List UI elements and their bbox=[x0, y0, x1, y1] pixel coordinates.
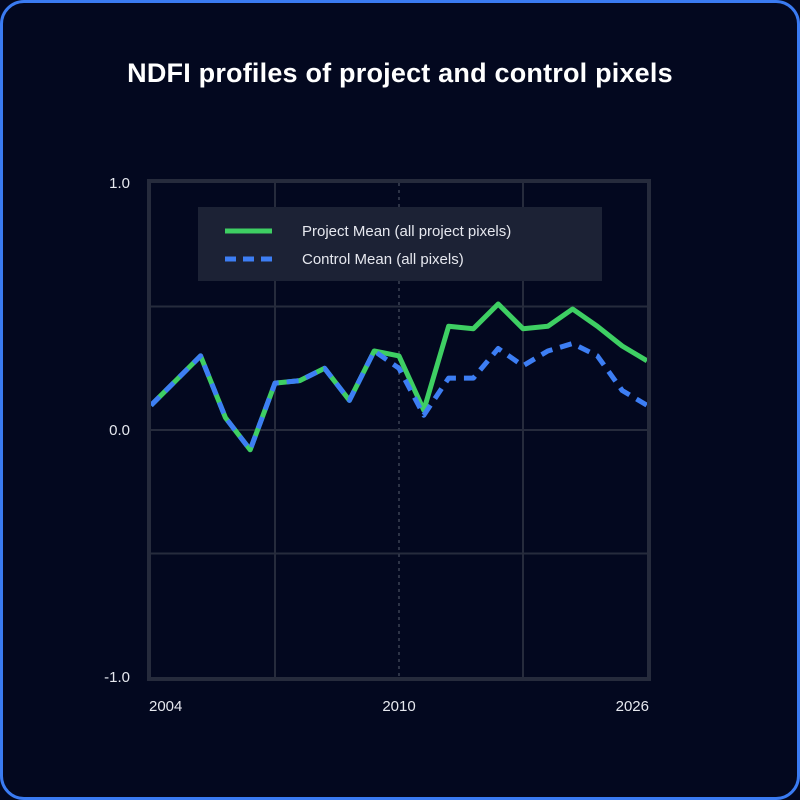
chart-title: NDFI profiles of project and control pix… bbox=[127, 58, 673, 88]
plot-frame bbox=[147, 179, 651, 681]
y-tick-label: -1.0 bbox=[104, 669, 130, 686]
legend-box bbox=[198, 207, 602, 281]
legend-label: Project Mean (all project pixels) bbox=[302, 223, 511, 240]
axes: 1.0 0.0 -1.0 2004 2010 2026 bbox=[104, 175, 649, 715]
y-tick-label: 1.0 bbox=[109, 175, 130, 192]
x-tick-label: 2004 bbox=[149, 698, 182, 715]
x-tick-label: 2010 bbox=[382, 698, 415, 715]
legend: Project Mean (all project pixels) Control… bbox=[198, 207, 602, 281]
y-tick-label: 0.0 bbox=[109, 422, 130, 439]
legend-label: Control Mean (all pixels) bbox=[302, 251, 464, 268]
x-tick-label: 2026 bbox=[616, 698, 649, 715]
series-line-control bbox=[149, 341, 649, 453]
series-layer bbox=[149, 301, 649, 453]
